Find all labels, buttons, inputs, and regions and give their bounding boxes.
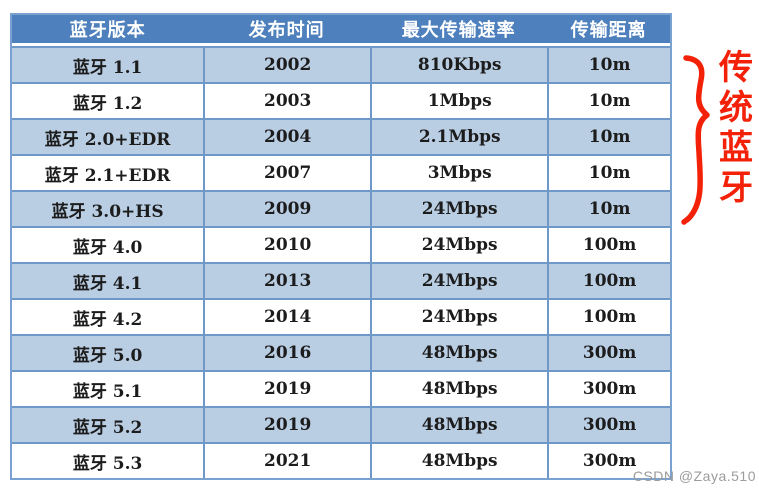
cell-distance: 100m xyxy=(547,262,670,298)
column-header-version: 蓝牙版本 xyxy=(12,15,204,46)
cell-distance: 100m xyxy=(547,298,670,334)
cell-distance: 100m xyxy=(547,226,670,262)
cell-speed: 2.1Mbps xyxy=(370,118,548,154)
watermark-text: CSDN @Zaya.510 xyxy=(632,468,756,484)
cell-speed: 48Mbps xyxy=(370,406,548,442)
table-header: 蓝牙版本 发布时间 最大传输速率 传输距离 xyxy=(12,15,670,46)
cell-year: 2010 xyxy=(203,226,371,262)
cell-year: 2009 xyxy=(203,190,371,226)
column-header-year: 发布时间 xyxy=(203,15,371,46)
cell-year: 2004 xyxy=(203,118,371,154)
cell-speed: 810Kbps xyxy=(370,46,548,82)
cell-version: 蓝牙 4.2 xyxy=(12,298,204,334)
cell-version: 蓝牙 2.1+EDR xyxy=(12,154,204,190)
column-header-distance: 传输距离 xyxy=(547,15,670,46)
cell-year: 2003 xyxy=(203,82,371,118)
bluetooth-version-table-wrap: 蓝牙版本 发布时间 最大传输速率 传输距离 蓝牙 1.1 2002 810Kbps 1… xyxy=(10,13,672,480)
cell-year: 2013 xyxy=(203,262,371,298)
cell-version: 蓝牙 2.0+EDR xyxy=(12,118,204,154)
cell-version: 蓝牙 4.0 xyxy=(12,226,204,262)
cell-speed: 1Mbps xyxy=(370,82,548,118)
table-row: 蓝牙 5.2 2019 48Mbps 300m xyxy=(12,406,670,442)
table-row: 蓝牙 5.0 2016 48Mbps 300m xyxy=(12,334,670,370)
bluetooth-version-table: 蓝牙版本 发布时间 最大传输速率 传输距离 蓝牙 1.1 2002 810Kbps 1… xyxy=(10,13,672,480)
table-row: 蓝牙 2.1+EDR 2007 3Mbps 10m xyxy=(12,154,670,190)
cell-distance: 300m xyxy=(547,442,670,478)
cell-version: 蓝牙 1.2 xyxy=(12,82,204,118)
cell-speed: 48Mbps xyxy=(370,370,548,406)
cell-distance: 10m xyxy=(547,46,670,82)
cell-distance: 10m xyxy=(547,118,670,154)
cell-speed: 48Mbps xyxy=(370,442,548,478)
cell-version: 蓝牙 5.1 xyxy=(12,370,204,406)
table-row: 蓝牙 1.2 2003 1Mbps 10m xyxy=(12,82,670,118)
hand-drawn-brace xyxy=(681,55,710,225)
cell-version: 蓝牙 5.0 xyxy=(12,334,204,370)
cell-speed: 24Mbps xyxy=(370,190,548,226)
table-row: 蓝牙 3.0+HS 2009 24Mbps 10m xyxy=(12,190,670,226)
cell-distance: 10m xyxy=(547,190,670,226)
table-row: 蓝牙 1.1 2002 810Kbps 10m xyxy=(12,46,670,82)
cell-year: 2014 xyxy=(203,298,371,334)
table-row: 蓝牙 4.1 2013 24Mbps 100m xyxy=(12,262,670,298)
cell-version: 蓝牙 3.0+HS xyxy=(12,190,204,226)
cell-version: 蓝牙 5.2 xyxy=(12,406,204,442)
column-header-speed: 最大传输速率 xyxy=(370,15,548,46)
cell-year: 2021 xyxy=(203,442,371,478)
table-body: 蓝牙 1.1 2002 810Kbps 10m 蓝牙 1.2 2003 1Mbps 10m 蓝牙… xyxy=(12,46,670,478)
cell-distance: 10m xyxy=(547,82,670,118)
cell-year: 2016 xyxy=(203,334,371,370)
cell-year: 2002 xyxy=(203,46,371,82)
table-row: 蓝牙 5.1 2019 48Mbps 300m xyxy=(12,370,670,406)
cell-version: 蓝牙 4.1 xyxy=(12,262,204,298)
annotation-traditional-bluetooth: 传统蓝牙 xyxy=(719,49,753,207)
cell-distance: 300m xyxy=(547,370,670,406)
cell-speed: 48Mbps xyxy=(370,334,548,370)
table-row: 蓝牙 2.0+EDR 2004 2.1Mbps 10m xyxy=(12,118,670,154)
cell-speed: 24Mbps xyxy=(370,226,548,262)
table-row: 蓝牙 4.0 2010 24Mbps 100m xyxy=(12,226,670,262)
table-header-row: 蓝牙版本 发布时间 最大传输速率 传输距离 xyxy=(12,15,670,46)
cell-speed: 3Mbps xyxy=(370,154,548,190)
cell-year: 2019 xyxy=(203,406,371,442)
cell-version: 蓝牙 5.3 xyxy=(12,442,204,478)
cell-distance: 300m xyxy=(547,406,670,442)
cell-distance: 10m xyxy=(547,154,670,190)
table-row: 蓝牙 4.2 2014 24Mbps 100m xyxy=(12,298,670,334)
cell-version: 蓝牙 1.1 xyxy=(12,46,204,82)
cell-year: 2019 xyxy=(203,370,371,406)
table-row: 蓝牙 5.3 2021 48Mbps 300m xyxy=(12,442,670,478)
cell-speed: 24Mbps xyxy=(370,262,548,298)
cell-speed: 24Mbps xyxy=(370,298,548,334)
cell-distance: 300m xyxy=(547,334,670,370)
cell-year: 2007 xyxy=(203,154,371,190)
